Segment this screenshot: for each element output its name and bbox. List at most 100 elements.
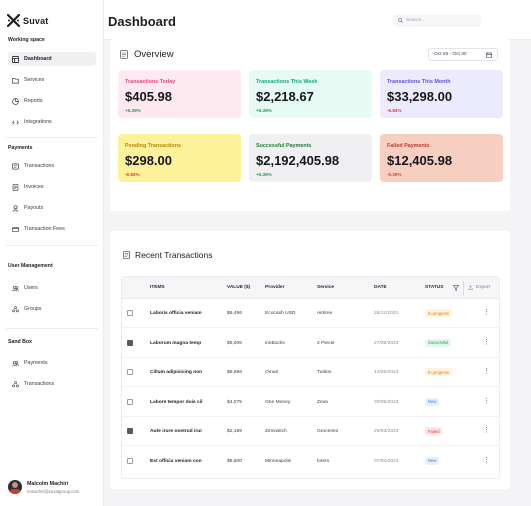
- column-header-value[interactable]: VALUE ($): [227, 285, 251, 290]
- kpi-card[interactable]: Pending Transactions $298.00 -6.84%: [118, 134, 241, 182]
- row-checkbox[interactable]: [127, 310, 133, 316]
- row-checkbox[interactable]: [127, 339, 133, 346]
- sidebar-item-label: Integrations: [24, 119, 52, 125]
- sidebar-item-sandbox-transactions[interactable]: Transactions: [8, 377, 96, 391]
- status-badge: In progress: [425, 309, 452, 317]
- cell-value: $9,698: [227, 370, 242, 375]
- cell-date: 27/08/2023: [374, 340, 399, 346]
- brand-name: Suvat: [23, 15, 49, 26]
- cell-value: $6,006: [227, 340, 242, 346]
- recent-transactions-title: Recent Transactions: [135, 250, 213, 260]
- cell-provider: One Money: [265, 399, 291, 405]
- cell-date: 07/04/2023: [374, 458, 399, 464]
- sidebar-item-groups[interactable]: Groups: [8, 302, 96, 316]
- filter-icon[interactable]: [453, 285, 459, 291]
- row-menu-icon[interactable]: ⋮: [483, 427, 490, 434]
- table-row[interactable]: Aute irure nostrud irur $2,189 Zimswitch Gr…: [122, 417, 499, 446]
- table-row[interactable]: Labore tempor duis cil $4,075 One Money Zes…: [122, 388, 499, 417]
- sidebar-item-label: Dashboard: [24, 56, 52, 62]
- sidebar-item-label: Payments: [24, 360, 48, 366]
- cell-service: 2 Piecer: [317, 340, 335, 346]
- kpi-card-change: -6.84%: [387, 108, 402, 113]
- row-menu-icon[interactable]: ⋮: [483, 338, 490, 346]
- cell-service: Airtime: [317, 311, 333, 316]
- invoice-icon: [12, 183, 19, 191]
- sidebar-item-transactions[interactable]: Transactions: [8, 159, 96, 173]
- transactions-icon: [12, 380, 19, 387]
- table-row[interactable]: Laborum magna temp $6,006 innBucks 2 Piecer…: [122, 329, 499, 358]
- cell-date: 25/11/2023: [374, 311, 399, 316]
- column-header-provider[interactable]: Provider: [265, 285, 285, 290]
- row-menu-icon[interactable]: ⋮: [483, 397, 490, 405]
- cell-date: 14/05/2023: [374, 370, 399, 375]
- kpi-card[interactable]: Transactions Today $405.98 +5.39%: [118, 70, 241, 118]
- overview-heading: Overview: [120, 49, 174, 60]
- sidebar-item-integrations[interactable]: Integrations: [8, 115, 96, 129]
- sidebar-item-services[interactable]: Services: [8, 73, 96, 87]
- dashboard-icon: [12, 55, 19, 63]
- row-checkbox[interactable]: [127, 369, 133, 375]
- sidebar-item-label: Transactions: [24, 381, 55, 387]
- sidebar-item-label: Groups: [24, 306, 42, 312]
- date-range-value: Oct 25 - Oct 30: [434, 52, 467, 57]
- export-button[interactable]: Export: [468, 285, 490, 290]
- kpi-card[interactable]: Failed Payments $12,405.98 -5.39%: [380, 134, 503, 182]
- sidebar-divider: [6, 137, 98, 138]
- column-header-service[interactable]: Service: [317, 285, 335, 290]
- row-menu-icon[interactable]: ⋮: [483, 368, 490, 375]
- cell-date: 30/06/2023: [374, 399, 399, 405]
- header-divider: [463, 281, 464, 295]
- kpi-card[interactable]: Transactions This Month $33,298.00 -6.84%: [380, 70, 503, 118]
- kpi-card-change: +5.39%: [256, 172, 272, 177]
- row-menu-icon[interactable]: ⋮: [483, 309, 490, 316]
- row-checkbox[interactable]: [127, 398, 133, 405]
- row-checkbox[interactable]: [127, 428, 133, 434]
- kpi-card-title: Transactions This Week: [256, 79, 318, 85]
- transactions-icon: [12, 163, 19, 169]
- sidebar-item-dashboard[interactable]: Dashboard: [8, 52, 96, 66]
- logo-mark-icon: [6, 13, 21, 28]
- kpi-card-value: $298.00: [125, 153, 172, 168]
- sidebar-item-sandbox-payments[interactable]: Payments: [8, 356, 96, 370]
- status-badge: New: [425, 397, 440, 406]
- cell-service: Zesa: [317, 399, 328, 405]
- brand-logo[interactable]: Suvat: [6, 13, 49, 28]
- sidebar-item-users[interactable]: Users: [8, 281, 96, 295]
- sidebar-item-label: Reports: [24, 98, 43, 104]
- sidebar-item-label: Transactions: [24, 163, 55, 169]
- user-profile[interactable]: Malcolm Machiri mmachiri@suvatgroup.com: [8, 480, 79, 494]
- kpi-card-value: $2,218.67: [256, 89, 314, 104]
- search-input[interactable]: Search...: [393, 14, 481, 27]
- kpi-card[interactable]: Successful Payments $2,192,405.98 +5.39%: [249, 134, 372, 182]
- sidebar-item-payouts[interactable]: Payouts: [8, 201, 96, 215]
- export-label: Export: [476, 285, 490, 290]
- sidebar-item-transaction-fees[interactable]: Transaction Fees: [8, 222, 96, 236]
- chart-pie-icon: [12, 97, 19, 105]
- table-row[interactable]: Est officia veniam con $8,600 Minneapolis l…: [122, 447, 499, 476]
- kpi-card-title: Failed Payments: [387, 143, 430, 149]
- kpi-card-value: $12,405.98: [387, 153, 453, 168]
- row-menu-icon[interactable]: ⋮: [483, 456, 490, 464]
- kpi-card-change: -6.84%: [125, 172, 140, 177]
- top-header: Dashboard Search...: [104, 0, 531, 40]
- search-placeholder: Search...: [406, 18, 426, 23]
- date-range-picker[interactable]: Oct 25 - Oct 30: [428, 48, 498, 61]
- cell-value: $4,075: [227, 399, 242, 405]
- column-header-status[interactable]: STATUS: [425, 285, 444, 290]
- cell-item: Laborum magna temp: [150, 340, 202, 346]
- sidebar-item-invoices[interactable]: Invoices: [8, 180, 96, 194]
- kpi-card[interactable]: Transactions This Week $2,218.67 +5.39%: [249, 70, 372, 118]
- column-header-date[interactable]: DATE: [374, 285, 387, 290]
- kpi-card-change: +5.39%: [256, 108, 272, 113]
- column-header-items[interactable]: ITEMS: [150, 285, 165, 290]
- overview-title: Overview: [134, 49, 174, 60]
- table-row[interactable]: Cillum adipisicing non $9,698 Omari Tuition…: [122, 358, 499, 387]
- row-checkbox[interactable]: [127, 457, 133, 464]
- table-row[interactable]: Laboris officia veniam $6,496 Ecocash USD A…: [122, 299, 499, 328]
- cell-value: $8,600: [227, 458, 242, 464]
- cell-service: Tuition: [317, 370, 332, 375]
- sidebar-item-reports[interactable]: Reports: [8, 94, 96, 108]
- kpi-card-value: $405.98: [125, 89, 172, 104]
- cell-item: Est officia veniam con: [150, 458, 202, 464]
- table-header: ITEMS VALUE ($) Provider Service DATE ST…: [122, 277, 499, 299]
